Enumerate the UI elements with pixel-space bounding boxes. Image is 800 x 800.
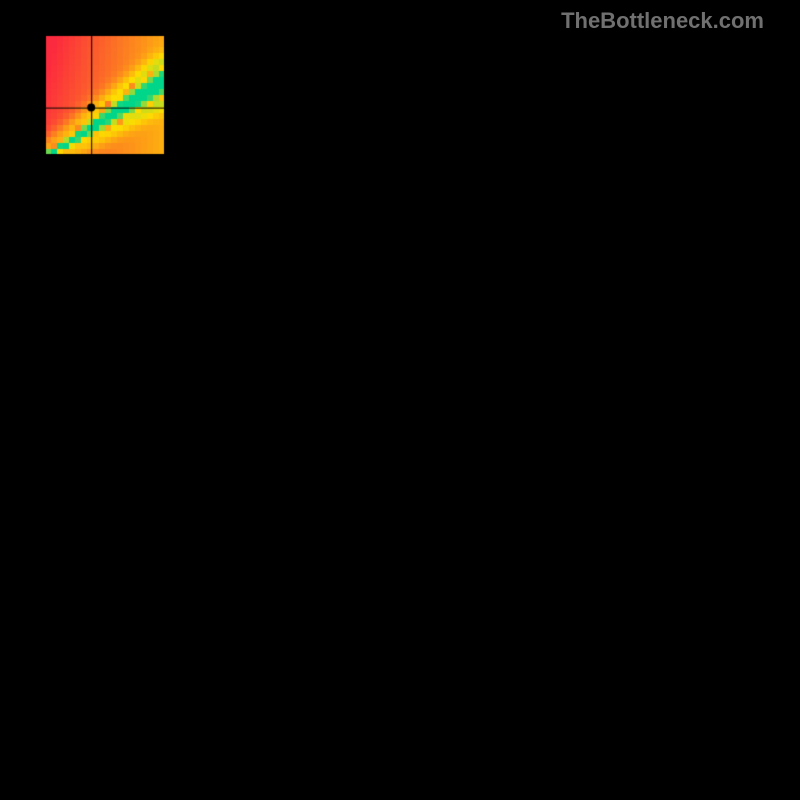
watermark-text: TheBottleneck.com (561, 8, 764, 34)
bottleneck-heatmap (45, 35, 765, 755)
chart-container: TheBottleneck.com (0, 0, 800, 800)
